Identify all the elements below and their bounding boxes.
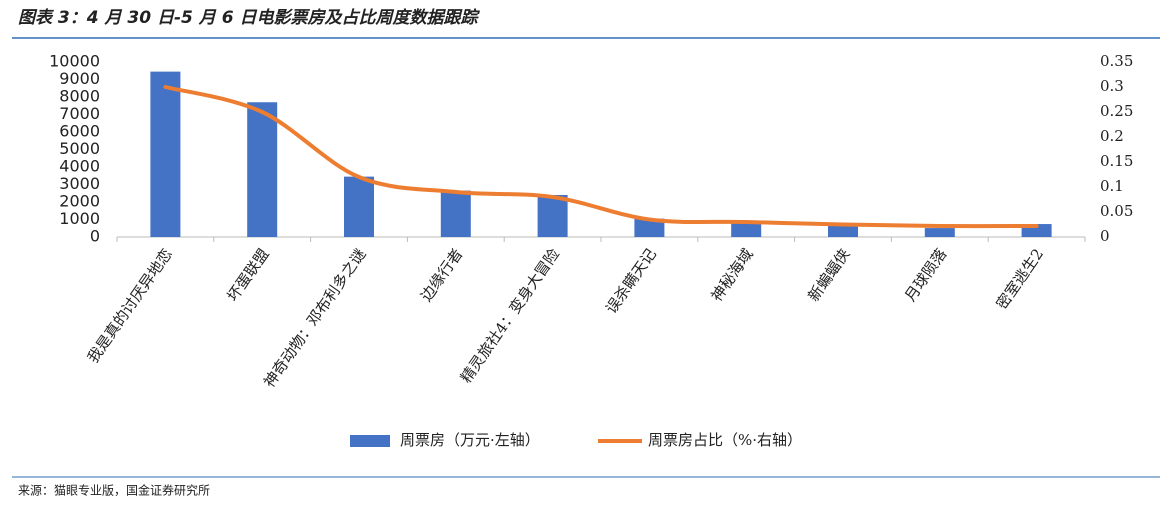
x-tick-label: 边缘行者	[417, 245, 466, 304]
bar	[247, 102, 278, 237]
legend-label: 周票房占比（%·右轴）	[648, 431, 802, 449]
x-tick-label: 神秘海域	[708, 245, 757, 304]
y2-tick-label: 0.3	[1100, 77, 1124, 95]
x-tick-label: 精灵旅社4：变身大冒险	[457, 245, 563, 386]
x-tick-label: 我是真的讨厌异地恋	[84, 245, 176, 366]
line	[163, 85, 1039, 229]
y-tick-label: 6000	[59, 122, 100, 141]
x-tick-label: 新蝙蝠侠	[804, 245, 853, 304]
y-tick-label: 2000	[59, 192, 100, 211]
y2-tick-label: 0.05	[1100, 202, 1133, 220]
y2-tick-label: 0.25	[1100, 102, 1133, 120]
y-tick-label: 5000	[59, 139, 100, 158]
x-tick-label: 误杀瞒天记	[602, 245, 660, 317]
bar	[731, 222, 762, 237]
y-tick-label: 10000	[49, 52, 100, 71]
y2-tick-label: 0.1	[1100, 177, 1124, 195]
y-tick-label: 0	[90, 227, 100, 246]
y-tick-label: 1000	[59, 209, 100, 228]
source: 来源：猫眼专业版，国金证券研究所	[18, 483, 210, 498]
y-tick-label: 9000	[59, 69, 100, 88]
bar	[537, 195, 568, 237]
y2-tick-label: 0.2	[1100, 127, 1124, 145]
bar	[150, 71, 181, 237]
chart-title: 图表 3：4 月 30 日-5 月 6 日电影票房及占比周度数据跟踪	[18, 8, 480, 28]
bar	[924, 228, 955, 237]
y-tick-label: 4000	[59, 157, 100, 176]
legend-label: 周票房（万元·左轴）	[400, 431, 540, 449]
y-tick-label: 3000	[59, 174, 100, 193]
legend-swatch	[350, 435, 390, 447]
bar	[440, 190, 471, 237]
x-tick-label: 月球陨落	[901, 245, 950, 304]
x-tick-label: 坏蛋联盟	[224, 245, 273, 304]
bar	[344, 176, 374, 237]
y2-tick-label: 0	[1100, 227, 1110, 245]
y2-tick-label: 0.35	[1100, 52, 1133, 70]
y-tick-label: 7000	[59, 104, 100, 123]
bar	[828, 225, 858, 237]
bar	[634, 218, 665, 237]
x-tick-label: 密室逃生2	[993, 245, 1048, 312]
y-tick-label: 8000	[59, 87, 100, 106]
x-tick-label: 神奇动物：邓布利多之谜	[260, 245, 369, 390]
y2-tick-label: 0.15	[1100, 152, 1133, 170]
